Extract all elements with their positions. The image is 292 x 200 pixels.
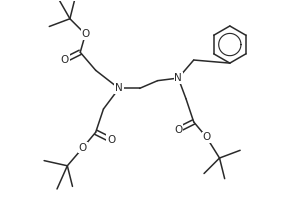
Text: O: O (107, 135, 115, 145)
Text: O: O (79, 143, 87, 153)
Text: N: N (115, 83, 123, 93)
Text: O: O (174, 125, 182, 135)
Text: O: O (202, 132, 211, 142)
Text: N: N (174, 73, 182, 83)
Text: O: O (81, 29, 90, 39)
Text: O: O (61, 55, 69, 65)
